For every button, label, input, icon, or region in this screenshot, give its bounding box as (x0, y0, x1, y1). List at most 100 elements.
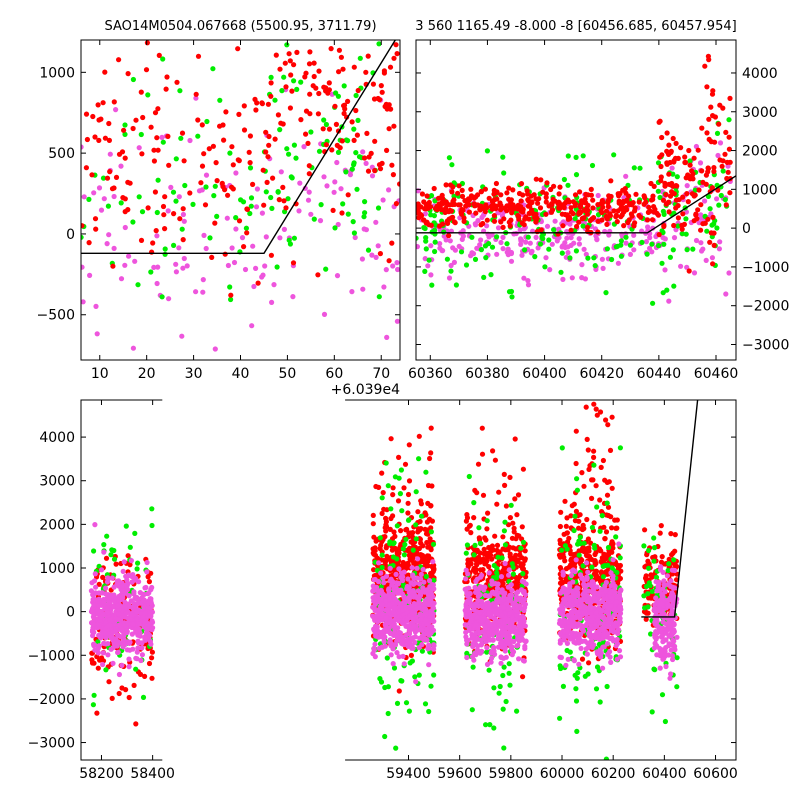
data-point-red (666, 556, 672, 563)
data-point-red (636, 199, 642, 205)
data-point-red (379, 89, 385, 95)
data-point-red (589, 216, 595, 222)
data-point-red (615, 191, 621, 197)
data-point-red (452, 220, 458, 226)
data-point-red (507, 515, 513, 521)
data-point-red (689, 191, 696, 197)
data-point-red (573, 460, 579, 467)
data-point-pink (394, 260, 400, 266)
data-point-pink (392, 626, 398, 633)
data-point-red (599, 209, 605, 216)
data-point-green (464, 542, 470, 548)
data-point-pink (110, 604, 117, 610)
x-tick-label: 40 (232, 366, 250, 382)
data-point-pink (460, 233, 466, 239)
data-point-green (483, 722, 489, 728)
data-point-pink (101, 599, 107, 605)
data-point-pink (93, 303, 99, 309)
data-point-red (383, 545, 389, 551)
data-point-red (564, 515, 570, 521)
data-point-pink (120, 604, 126, 610)
data-point-red (501, 471, 507, 477)
data-point-red (500, 546, 506, 552)
data-point-pink (396, 566, 402, 572)
data-point-green (419, 513, 425, 519)
data-point-red (268, 93, 274, 99)
data-point-pink (93, 584, 99, 590)
data-point-red (377, 166, 384, 172)
data-point-pink (263, 234, 269, 240)
data-point-green (707, 206, 713, 212)
data-point-green (413, 536, 419, 542)
data-point-pink (451, 259, 457, 265)
data-point-red (408, 557, 414, 563)
data-point-red (726, 146, 733, 152)
data-point-pink (127, 647, 133, 653)
data-point-pink (100, 650, 106, 656)
data-point-pink (109, 575, 115, 581)
data-point-green (655, 188, 661, 194)
data-point-pink (130, 604, 136, 610)
data-point-pink (581, 246, 587, 252)
data-point-red (656, 232, 662, 238)
data-point-pink (423, 636, 429, 642)
data-point-red (415, 526, 421, 532)
data-point-red (538, 177, 544, 183)
data-point-red (446, 233, 452, 239)
data-point-green (227, 284, 233, 290)
data-point-red (641, 201, 647, 207)
data-point-green (562, 543, 569, 549)
data-point-red (591, 454, 597, 460)
data-point-red (603, 208, 610, 214)
data-point-red (666, 171, 672, 177)
data-point-green (506, 670, 512, 676)
data-point-pink (669, 165, 675, 171)
data-point-red (491, 213, 497, 219)
data-point-green (656, 243, 662, 249)
data-point-red (424, 193, 430, 199)
data-point-red (390, 492, 396, 498)
data-point-green (412, 674, 418, 680)
data-point-red (381, 70, 387, 76)
data-point-pink (564, 235, 570, 241)
data-point-green (537, 241, 544, 247)
data-point-pink (535, 245, 541, 251)
data-point-red (336, 47, 342, 53)
data-point-pink (413, 679, 419, 685)
data-point-green (589, 524, 596, 531)
data-point-pink (297, 180, 303, 186)
data-point-green (494, 573, 501, 579)
data-point-pink (126, 664, 132, 670)
data-point-green (580, 563, 586, 569)
data-point-red (568, 513, 574, 519)
data-point-pink (437, 241, 443, 247)
data-point-green (501, 170, 507, 176)
data-point-red (479, 425, 485, 431)
data-point-red (341, 110, 347, 117)
data-point-pink (420, 566, 426, 573)
data-point-pink (101, 196, 107, 202)
data-point-red (424, 519, 430, 525)
data-point-pink (335, 221, 341, 228)
data-point-red (221, 137, 227, 143)
data-point-green (572, 216, 578, 222)
data-point-red (522, 216, 528, 222)
data-point-red (307, 49, 313, 55)
data-point-red (548, 186, 554, 193)
data-point-red (525, 191, 531, 197)
data-point-pink (494, 251, 500, 257)
data-point-green (272, 97, 278, 103)
data-point-red (725, 169, 731, 175)
data-point-pink (649, 249, 655, 255)
data-point-pink (511, 231, 517, 237)
data-point-red (682, 159, 689, 166)
data-point-red (459, 211, 465, 217)
data-point-pink (693, 237, 700, 244)
data-point-green (674, 174, 680, 180)
data-point-green (428, 529, 434, 535)
data-point-pink (543, 255, 549, 261)
data-point-red (381, 557, 387, 564)
data-point-pink (403, 618, 410, 624)
data-point-red (704, 130, 710, 136)
data-point-red (638, 214, 644, 220)
